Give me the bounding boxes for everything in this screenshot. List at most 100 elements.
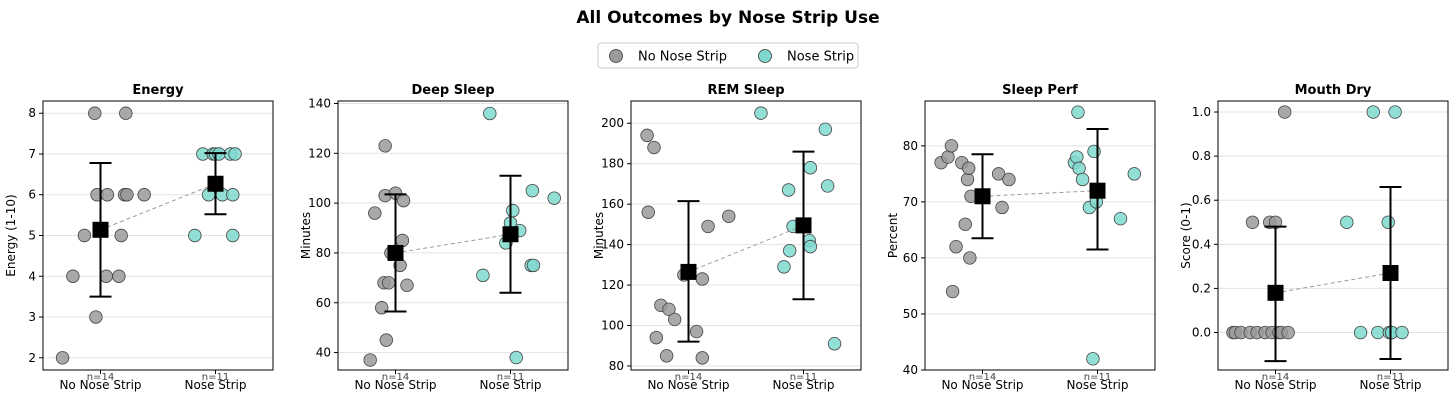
plot-frame-deep-sleep [337,100,569,371]
point-energy-no-nose-strip [88,106,102,120]
point-rem-sleep-no-nose-strip [640,128,654,143]
n-label-deep-sleep-no-nose-strip: n=14 [382,372,409,383]
point-sleep-perf-no-nose-strip [1002,172,1016,187]
point-sleep-perf-nose-strip [1113,211,1128,226]
panel-title-rem-sleep: REM Sleep [707,83,784,98]
figure-title: All Outcomes by Nose Strip Use [576,8,879,28]
point-deep-sleep-no-nose-strip [378,139,392,153]
mean-marker-sleep-perf-no-nose-strip [974,188,991,205]
point-rem-sleep-no-nose-strip [647,140,661,155]
point-energy-no-nose-strip [119,106,133,120]
point-sleep-perf-no-nose-strip [963,251,977,265]
point-deep-sleep-nose-strip [547,191,561,205]
plot-frame-rem-sleep [630,100,862,371]
point-energy-no-nose-strip [137,188,151,202]
mean-marker-deep-sleep-nose-strip [502,226,519,243]
point-sleep-perf-nose-strip [1071,105,1085,119]
y-tick-label-deep-sleep: 60 [316,296,331,310]
y-tick-label-rem-sleep: 80 [609,359,624,373]
point-rem-sleep-no-nose-strip [641,205,655,219]
point-energy-no-nose-strip [99,269,113,283]
y-axis-label-energy: Energy (1-10) [4,194,18,276]
point-mouth-dry-nose-strip [1371,325,1385,340]
point-sleep-perf-no-nose-strip [949,240,963,254]
point-rem-sleep-no-nose-strip [662,302,676,317]
mean-connector-deep-sleep [395,233,511,254]
y-tick-label-rem-sleep: 160 [601,197,624,211]
point-sleep-perf-no-nose-strip [991,167,1006,181]
x-tick-label-rem-sleep-nose-strip: Nose Strip [773,378,835,392]
n-label-sleep-perf-no-nose-strip: n=14 [969,372,996,383]
point-sleep-perf-no-nose-strip [958,217,972,231]
y-tick-label-energy: 3 [28,310,36,324]
n-label-energy-no-nose-strip: n=14 [87,372,114,383]
point-energy-no-nose-strip [120,188,134,202]
point-deep-sleep-no-nose-strip [363,353,377,367]
point-deep-sleep-no-nose-strip [400,278,414,293]
mean-connector-sleep-perf [982,190,1098,197]
x-tick-label-energy-no-nose-strip: No Nose Strip [59,378,141,392]
point-rem-sleep-no-nose-strip [701,219,715,234]
point-rem-sleep-no-nose-strip [659,349,674,363]
point-mouth-dry-nose-strip [1395,325,1409,340]
x-tick-label-deep-sleep-no-nose-strip: No Nose Strip [354,378,436,392]
point-deep-sleep-nose-strip [483,106,497,121]
point-sleep-perf-nose-strip [1086,352,1100,366]
y-tick-label-mouth-dry: 0.8 [1192,149,1211,163]
panel-title-energy: Energy [132,83,184,98]
point-rem-sleep-nose-strip [777,260,791,274]
x-tick-label-sleep-perf-nose-strip: Nose Strip [1067,378,1129,392]
point-sleep-perf-no-nose-strip [944,139,959,153]
point-sleep-perf-no-nose-strip [995,200,1009,215]
y-tick-label-rem-sleep: 140 [601,238,624,252]
plot-frame-energy [42,100,274,371]
point-deep-sleep-no-nose-strip [379,333,394,347]
x-tick-label-sleep-perf-no-nose-strip: No Nose Strip [941,378,1023,392]
x-tick-label-mouth-dry-nose-strip: Nose Strip [1360,378,1422,392]
n-label-energy-nose-strip: n=11 [202,372,229,383]
mean-marker-rem-sleep-nose-strip [795,217,812,234]
point-mouth-dry-nose-strip [1381,215,1395,229]
y-axis-label-sleep-perf: Percent [886,213,900,258]
y-tick-label-sleep-perf: 70 [903,195,918,209]
point-mouth-dry-nose-strip [1366,105,1380,119]
point-energy-no-nose-strip [77,228,92,243]
point-mouth-dry-nose-strip [1353,325,1368,340]
legend-frame [597,42,859,69]
point-rem-sleep-nose-strip [803,239,818,254]
point-deep-sleep-no-nose-strip [368,206,382,220]
x-tick-label-deep-sleep-nose-strip: Nose Strip [480,378,542,392]
legend-label-nose-strip: Nose Strip [787,50,854,65]
y-tick-label-mouth-dry: 0.4 [1192,237,1211,251]
point-sleep-perf-nose-strip [1070,150,1084,164]
plot-frame-sleep-perf [924,100,1156,371]
y-tick-label-deep-sleep: 40 [316,346,331,360]
y-tick-label-mouth-dry: 1.0 [1192,105,1211,119]
point-rem-sleep-nose-strip [818,122,833,137]
y-tick-label-rem-sleep: 120 [601,278,624,292]
point-energy-no-nose-strip [66,269,80,283]
point-deep-sleep-no-nose-strip [395,233,410,248]
y-tick-label-sleep-perf: 60 [903,251,918,265]
point-deep-sleep-nose-strip [526,258,541,273]
point-energy-no-nose-strip [100,188,115,202]
point-deep-sleep-no-nose-strip [396,193,411,208]
point-mouth-dry-nose-strip [1340,215,1354,229]
y-tick-label-energy: 5 [28,229,36,243]
point-sleep-perf-nose-strip [1075,172,1090,187]
y-tick-label-mouth-dry: 0.2 [1192,281,1211,295]
mean-marker-deep-sleep-no-nose-strip [387,244,404,261]
n-label-mouth-dry-nose-strip: n=11 [1377,372,1404,383]
mean-marker-rem-sleep-no-nose-strip [680,263,697,280]
n-label-deep-sleep-nose-strip: n=11 [497,372,524,383]
point-energy-no-nose-strip [55,351,70,365]
y-tick-label-sleep-perf: 80 [903,139,918,153]
point-deep-sleep-nose-strip [476,268,490,283]
point-energy-nose-strip [228,147,242,161]
point-deep-sleep-nose-strip [506,203,520,218]
